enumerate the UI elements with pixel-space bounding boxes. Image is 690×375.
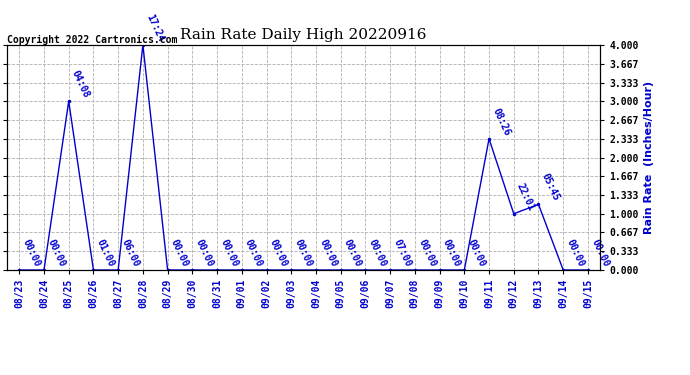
Text: 00:00: 00:00 xyxy=(416,237,437,268)
Text: 00:00: 00:00 xyxy=(46,237,67,268)
Text: 01:00: 01:00 xyxy=(95,237,116,268)
Text: 00:00: 00:00 xyxy=(441,237,462,268)
Text: 00:00: 00:00 xyxy=(21,237,42,268)
Text: 08:26: 08:26 xyxy=(491,106,512,137)
Text: 17:24: 17:24 xyxy=(144,12,166,44)
Text: 00:00: 00:00 xyxy=(589,237,611,268)
Y-axis label: Rain Rate  (Inches/Hour): Rain Rate (Inches/Hour) xyxy=(644,81,654,234)
Text: 00:00: 00:00 xyxy=(293,237,314,268)
Title: Rain Rate Daily High 20220916: Rain Rate Daily High 20220916 xyxy=(180,28,427,42)
Text: 00:00: 00:00 xyxy=(564,237,586,268)
Text: Copyright 2022 Cartronics.com: Copyright 2022 Cartronics.com xyxy=(7,35,177,45)
Text: 00:00: 00:00 xyxy=(342,237,364,268)
Text: 07:00: 07:00 xyxy=(391,237,413,268)
Text: 00:00: 00:00 xyxy=(169,237,190,268)
Text: 00:00: 00:00 xyxy=(366,237,388,268)
Text: 00:00: 00:00 xyxy=(466,237,487,268)
Text: 00:00: 00:00 xyxy=(317,237,339,268)
Text: 00:00: 00:00 xyxy=(194,237,215,268)
Text: 04:08: 04:08 xyxy=(70,69,92,100)
Text: 05:45: 05:45 xyxy=(540,172,561,202)
Text: 00:00: 00:00 xyxy=(218,237,240,268)
Text: 00:00: 00:00 xyxy=(268,237,289,268)
Text: 00:00: 00:00 xyxy=(243,237,264,268)
Text: 22:01: 22:01 xyxy=(515,181,537,212)
Text: 06:00: 06:00 xyxy=(119,237,141,268)
